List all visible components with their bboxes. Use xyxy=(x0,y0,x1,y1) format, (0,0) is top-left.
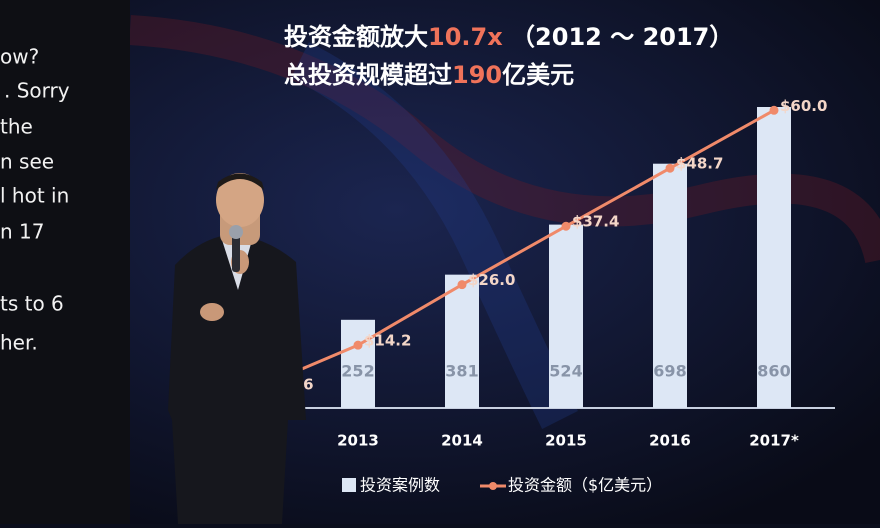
title-part: 亿美元 xyxy=(502,61,574,89)
side-text-line: ts to 6 xyxy=(0,292,64,316)
line-value-label: $14.2 xyxy=(364,332,411,350)
title-part: （2012 ～ 2017） xyxy=(503,23,734,51)
line-point xyxy=(665,163,675,173)
legend-swatch xyxy=(489,482,497,490)
title-part: 总投资规模超过 xyxy=(284,61,452,89)
line-point xyxy=(353,340,363,350)
title-part: 10.7x xyxy=(428,23,503,51)
line-value-label: $48.7 xyxy=(676,155,723,173)
x-tick-label: 2015 xyxy=(545,432,587,450)
bar-value-label: 252 xyxy=(341,362,374,381)
speaker xyxy=(168,173,306,524)
side-screen xyxy=(0,0,130,524)
bar-value-label: 381 xyxy=(445,362,478,381)
bar xyxy=(757,107,791,408)
side-text-line: l hot in xyxy=(0,184,69,208)
legend-label: 投资金额（$亿美元） xyxy=(508,476,662,495)
legend-swatch xyxy=(342,478,356,492)
side-text-line: her. xyxy=(0,331,38,355)
x-tick-label: 2017* xyxy=(749,432,799,450)
x-tick-label: 2013 xyxy=(337,432,379,450)
chart-title: 投资金额放大10.7x （2012 ～ 2017） xyxy=(284,23,733,51)
side-text-line: the xyxy=(0,115,33,139)
line-value-label: $60.0 xyxy=(780,97,827,115)
bar xyxy=(341,319,375,408)
x-tick-label: 2014 xyxy=(441,432,483,450)
chart: 投资金额放大10.7x （2012 ～ 2017） 总投资规模超过190亿美元 20… xyxy=(249,23,835,495)
line-value-label: $26.0 xyxy=(468,271,515,289)
x-tick-label: 2016 xyxy=(649,432,691,450)
bar xyxy=(653,163,687,408)
title-part: 190 xyxy=(452,61,502,89)
side-text-group: ow? . Sorry the n see l hot in n 17 ts to 6 her… xyxy=(0,45,70,355)
bar-value-label: 698 xyxy=(653,362,686,381)
line-value-label: $37.4 xyxy=(572,213,619,231)
line-point xyxy=(457,280,467,290)
bar xyxy=(445,274,479,408)
bar xyxy=(549,224,583,408)
line-point xyxy=(561,221,571,231)
side-text-line: . Sorry xyxy=(4,79,70,103)
side-text-line: n 17 xyxy=(0,220,44,244)
chart-title: 总投资规模超过190亿美元 xyxy=(284,61,574,89)
decor-wave xyxy=(129,15,880,264)
decor-wave xyxy=(290,42,578,429)
line xyxy=(253,108,775,391)
side-text-line: ow? xyxy=(0,45,39,69)
bar-value-label: 860 xyxy=(757,362,790,381)
bar-value-label: 524 xyxy=(549,362,582,381)
side-text-line: n see xyxy=(0,150,54,174)
line-point xyxy=(769,105,779,115)
legend-label: 投资案例数 xyxy=(360,476,440,495)
title-part: 投资金额放大 xyxy=(284,23,428,51)
